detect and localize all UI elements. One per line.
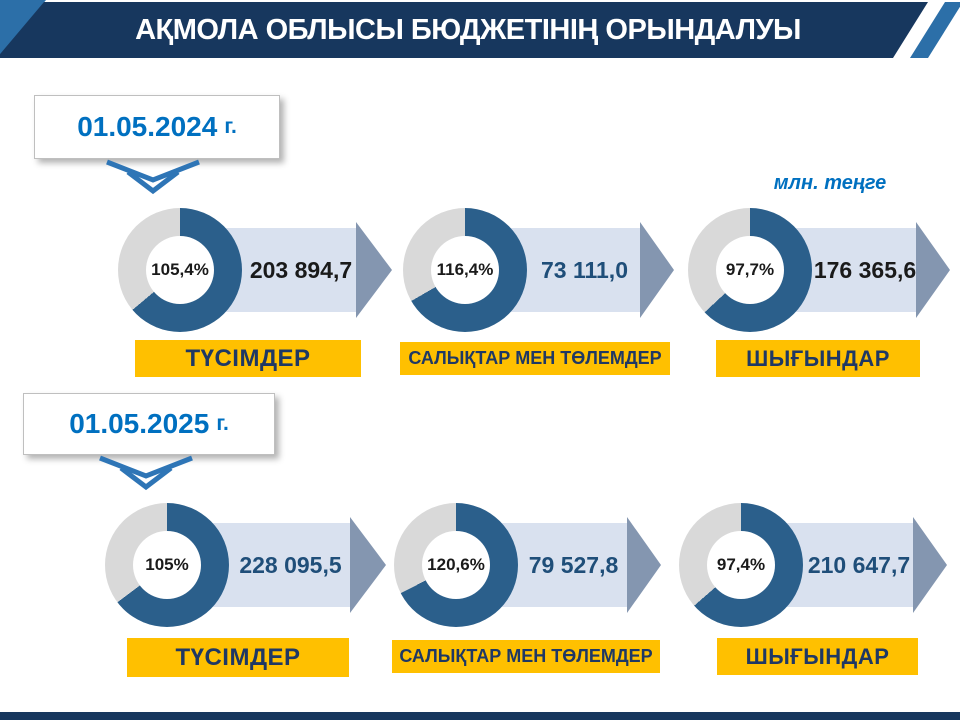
gauge-value: 79 527,8 [528, 551, 619, 578]
date-value: 01.05.2024 [77, 111, 218, 142]
date-suffix: г. [216, 412, 229, 435]
date-box-2024: 01.05.2024 г. [34, 95, 280, 159]
gauge-label-box: ШЫҒЫНДАР [717, 638, 918, 675]
gauge-label-box: САЛЫҚТАР МЕН ТӨЛЕМДЕР [392, 640, 660, 673]
gauge-value: 176 365,6 [813, 256, 917, 283]
donut-chart: 105,4% [118, 208, 242, 332]
arrow-head-icon [916, 222, 950, 318]
date-suffix: г. [224, 115, 237, 138]
donut-chart: 105% [105, 503, 229, 627]
date-box-2025: 01.05.2025 г. [23, 393, 275, 455]
gauge-label-box: ТҮСІМДЕР [135, 340, 361, 377]
footer-bar [0, 712, 960, 720]
arrow-head-icon [640, 222, 674, 318]
arrow-head-icon [350, 517, 386, 613]
gauge-value: 203 894,7 [249, 256, 353, 283]
chevron-down-icon [99, 455, 193, 491]
donut-chart: 120,6% [394, 503, 518, 627]
chevron-down-icon [106, 159, 200, 195]
gauge-percent: 120,6% [424, 554, 488, 576]
gauge-label-box: ТҮСІМДЕР [127, 638, 349, 677]
donut-chart: 97,7% [688, 208, 812, 332]
gauge-value: 210 647,7 [807, 551, 911, 578]
arrow-head-icon [627, 517, 661, 613]
gauge-percent: 116,4% [433, 259, 497, 281]
arrow-head-icon [356, 222, 392, 318]
gauge-value: 73 111,0 [541, 256, 628, 283]
unit-label: млн. теңге [773, 172, 887, 194]
donut-chart: 116,4% [403, 208, 527, 332]
gauge-percent: 105% [142, 554, 192, 576]
page-title: АҚМОЛА ОБЛЫСЫ БЮДЖЕТІНІҢ ОРЫНДАЛУЫ [135, 13, 801, 46]
gauge-percent: 97,7% [722, 259, 778, 281]
date-value: 01.05.2025 [69, 408, 210, 439]
arrow-head-icon [913, 517, 947, 613]
gauge-percent: 105,4% [148, 259, 212, 281]
donut-chart: 97,4% [679, 503, 803, 627]
header-bar: АҚМОЛА ОБЛЫСЫ БЮДЖЕТІНІҢ ОРЫНДАЛУЫ [0, 2, 928, 58]
gauge-label-box: САЛЫҚТАР МЕН ТӨЛЕМДЕР [400, 342, 670, 375]
gauge-label-box: ШЫҒЫНДАР [716, 340, 920, 377]
gauge-value: 228 095,5 [239, 551, 342, 578]
gauge-percent: 97,4% [713, 554, 769, 576]
